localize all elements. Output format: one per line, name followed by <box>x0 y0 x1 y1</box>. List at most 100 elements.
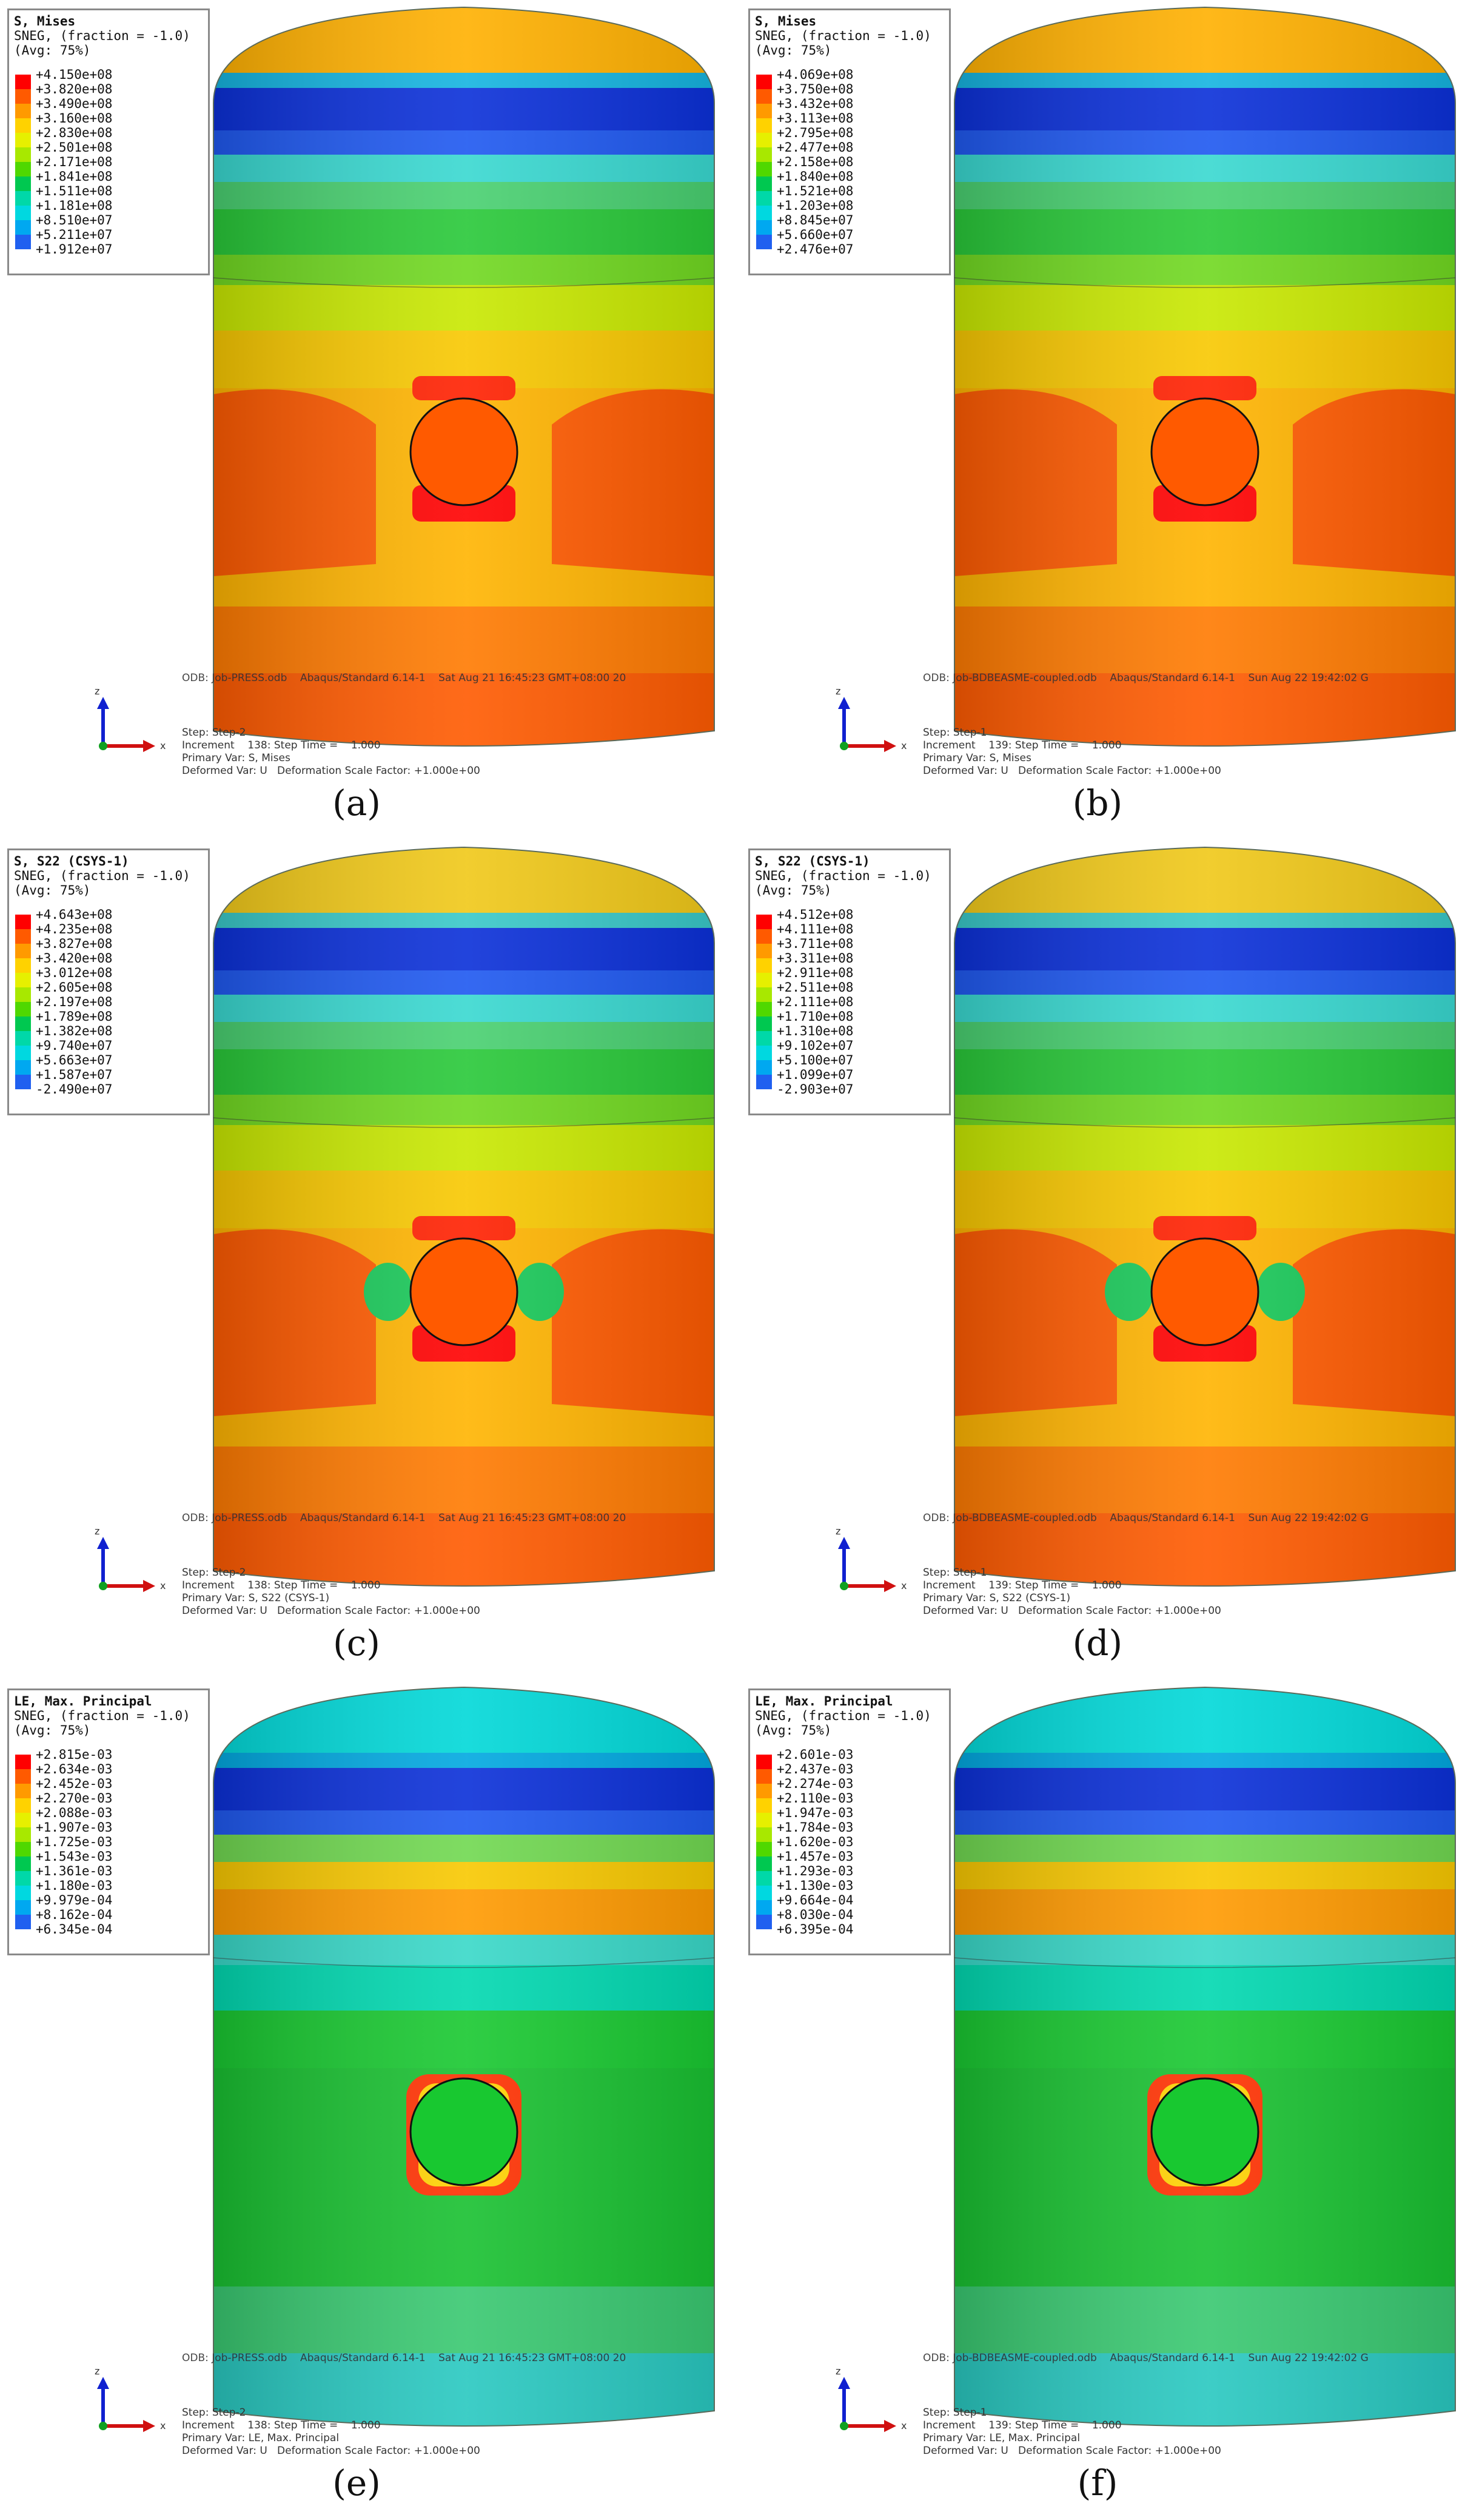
legend-value: +3.490e+08 <box>36 96 113 111</box>
legend-swatch <box>15 1900 31 1915</box>
legend-swatch <box>15 1002 31 1016</box>
legend-swatch <box>756 1769 772 1784</box>
legend-value: +2.274e-03 <box>777 1776 854 1791</box>
nozzle-opening <box>409 397 518 506</box>
legend-value: +6.395e-04 <box>777 1922 854 1937</box>
legend-value: +2.815e-03 <box>36 1747 113 1762</box>
legend-value: +1.620e-03 <box>777 1835 854 1849</box>
legend-value: +1.457e-03 <box>777 1849 854 1864</box>
legend-swatch <box>756 1813 772 1827</box>
legend-swatch <box>756 1060 772 1075</box>
legend-swatch <box>15 75 31 89</box>
legend-swatch <box>756 915 772 929</box>
legend-swatch <box>756 1755 772 1769</box>
legend-value: +2.270e-03 <box>36 1791 113 1806</box>
legend-value: +2.197e+08 <box>36 995 113 1009</box>
step-line: Increment 139: Step Time = 1.000 <box>923 1579 1122 1591</box>
legend-swatch <box>15 1031 31 1046</box>
step-info: Step: Step-1 Increment 139: Step Time = 1… <box>923 727 1221 778</box>
legend-swatch <box>756 220 772 235</box>
legend-value: +2.605e+08 <box>36 980 113 995</box>
legend-swatch <box>756 973 772 987</box>
legend-value: +2.601e-03 <box>777 1747 854 1762</box>
legend-swatch <box>15 220 31 235</box>
legend-value: +3.820e+08 <box>36 82 113 96</box>
legend-value: +2.634e-03 <box>36 1762 113 1776</box>
legend-value: +2.111e+08 <box>777 995 854 1009</box>
weld-seam <box>954 1957 1456 1968</box>
panel-caption: (e) <box>332 2462 381 2504</box>
nozzle-opening <box>409 1237 518 1346</box>
legend-value: +1.382e+08 <box>36 1024 113 1038</box>
legend-value: -2.490e+07 <box>36 1082 113 1097</box>
panel-e: LE, Max. Principal SNEG, (fraction = -1.0… <box>0 1680 741 2520</box>
surface-shading <box>213 847 714 1586</box>
x-axis-label: x <box>901 1580 907 1591</box>
legend-swatch <box>756 118 772 133</box>
legend-swatch <box>15 987 31 1002</box>
contour-legend: S, Mises SNEG, (fraction = -1.0) (Avg: 75%… <box>748 8 951 275</box>
legend-value: +6.345e-04 <box>36 1922 113 1937</box>
legend-swatch <box>15 235 31 249</box>
nozzle-opening <box>409 2077 518 2186</box>
contour-plot <box>954 846 1456 1587</box>
legend-swatch <box>15 1784 31 1798</box>
legend-swatch <box>756 929 772 944</box>
legend-swatch <box>15 1798 31 1813</box>
odb-info: ODB: Job-PRESS.odb Abaqus/Standard 6.14-… <box>182 1512 626 1524</box>
z-axis-label: z <box>836 1528 840 1537</box>
legend-line2: SNEG, (fraction = -1.0) <box>755 1709 931 1723</box>
legend-swatch <box>15 89 31 104</box>
legend-line2: SNEG, (fraction = -1.0) <box>14 869 190 883</box>
contour-plot <box>213 846 715 1587</box>
legend-value: +4.235e+08 <box>36 922 113 936</box>
legend-swatch <box>756 162 772 176</box>
axis-triad: zx <box>836 688 907 752</box>
contour-plot <box>954 6 1456 747</box>
legend-swatch <box>756 987 772 1002</box>
legend-swatch <box>756 1784 772 1798</box>
legend-swatch <box>756 1871 772 1886</box>
legend-value: +2.501e+08 <box>36 140 113 155</box>
step-line: Step: Step-2 <box>182 2407 246 2419</box>
legend-swatch <box>756 1031 772 1046</box>
nozzle-opening <box>1150 1237 1259 1346</box>
legend-value: +1.710e+08 <box>777 1009 854 1024</box>
odb-info: ODB: Job-BDBEASME-coupled.odb Abaqus/Sta… <box>923 672 1369 684</box>
step-info: Step: Step-2 Increment 138: Step Time = 1… <box>182 727 480 778</box>
step-line: Step: Step-2 <box>182 1567 246 1579</box>
step-line: Step: Step-1 <box>923 727 987 739</box>
legend-line3: (Avg: 75%) <box>755 1723 832 1738</box>
legend-swatch <box>756 958 772 973</box>
step-line: Primary Var: LE, Max. Principal <box>182 2432 340 2444</box>
legend-value: +2.437e-03 <box>777 1762 854 1776</box>
legend-swatch <box>756 147 772 162</box>
y-axis-dot <box>840 2422 848 2430</box>
legend-value: +3.160e+08 <box>36 111 113 126</box>
legend-value: +2.110e-03 <box>777 1791 854 1806</box>
legend-value: +2.088e-03 <box>36 1806 113 1820</box>
step-line: Primary Var: S, S22 (CSYS-1) <box>182 1592 330 1604</box>
step-line: Deformed Var: U Deformation Scale Factor… <box>182 765 480 777</box>
legend-value: +1.784e-03 <box>777 1820 854 1835</box>
legend-swatch <box>15 1886 31 1900</box>
legend-value: +1.725e-03 <box>36 1835 113 1849</box>
legend-value: +9.979e-04 <box>36 1893 113 1907</box>
vessel-outline <box>954 6 1456 747</box>
legend-value: +1.361e-03 <box>36 1864 113 1878</box>
legend-swatch <box>756 1886 772 1900</box>
z-axis-label: z <box>95 688 99 697</box>
surface-shading <box>954 7 1455 746</box>
odb-info: ODB: Job-PRESS.odb Abaqus/Standard 6.14-… <box>182 672 626 684</box>
legend-value: +8.030e-04 <box>777 1907 854 1922</box>
panel-d: S, S22 (CSYS-1) SNEG, (fraction = -1.0) (A… <box>741 840 1482 1680</box>
legend-value: +1.293e-03 <box>777 1864 854 1878</box>
surface-shading <box>954 847 1455 1586</box>
nozzle-opening <box>1150 397 1259 506</box>
legend-value: +9.664e-04 <box>777 1893 854 1907</box>
legend-line3: (Avg: 75%) <box>755 43 832 58</box>
legend-swatch <box>15 1871 31 1886</box>
step-line: Deformed Var: U Deformation Scale Factor… <box>923 2445 1221 2457</box>
weld-seam <box>213 277 715 288</box>
z-axis-label: z <box>95 1528 99 1537</box>
